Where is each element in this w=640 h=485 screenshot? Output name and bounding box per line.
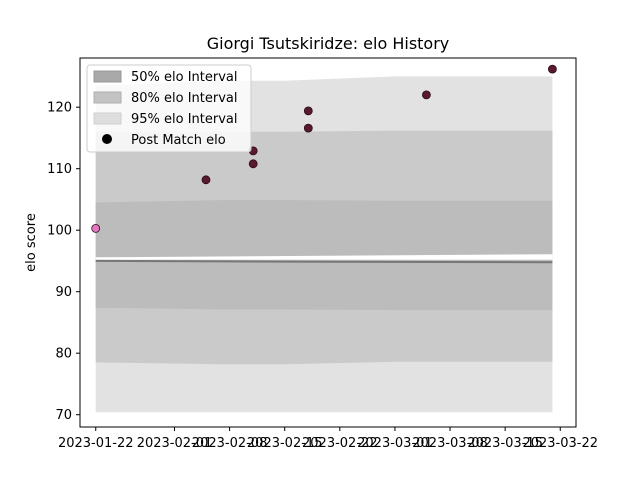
x-tick-label-8: 2023-03-15 [467, 436, 543, 451]
legend-label-50: 50% elo Interval [131, 70, 238, 85]
x-tick-label-2: 2023-02-01 [137, 436, 213, 451]
x-axis-ticks: 2023-01-22 2023-02-012023-02-082023-02-15… [58, 427, 598, 451]
legend-marker-post-match [102, 134, 112, 144]
x-tick-label-1: 2023-01-22 [58, 436, 134, 451]
y-axis-label: elo score [24, 213, 39, 272]
mean-line-group [95, 259, 553, 264]
data-points [91, 64, 557, 233]
post-match-point-6 [303, 123, 313, 133]
post-match-point-2 [201, 175, 211, 185]
x-tick-label-7: 2023-03-08 [412, 436, 488, 451]
y-axis-ticks: 70 80 90 100 110 120 [47, 101, 80, 423]
legend-swatch-80 [93, 91, 122, 104]
y-tick-label-5: 110 [47, 162, 72, 177]
chart-title: Giorgi Tsutskiridze: elo History [207, 34, 450, 53]
legend-frame [86, 64, 252, 153]
post-match-point-8 [548, 64, 557, 74]
y-tick-label-3: 90 [55, 285, 72, 300]
legend-swatch-50 [93, 70, 122, 83]
x-tick-label-5: 2023-02-22 [302, 436, 378, 451]
legend: 50% elo Interval 80% elo Interval 95% el… [86, 64, 252, 153]
y-tick-label-4: 100 [47, 224, 72, 239]
y-tick-label-6: 120 [47, 101, 72, 116]
post-match-point-1 [91, 223, 101, 233]
x-tick-label-4: 2023-02-15 [247, 436, 323, 451]
interval-bands [95, 76, 553, 413]
y-tick-label-1: 70 [55, 408, 72, 423]
legend-label-95: 95% elo Interval [131, 112, 238, 127]
legend-label-80: 80% elo Interval [131, 91, 238, 106]
post-match-point-5 [303, 106, 313, 116]
plot-frame [79, 57, 577, 428]
x-tick-label-6: 2023-03-01 [357, 436, 433, 451]
y-tick-label-2: 80 [55, 347, 72, 362]
legend-swatch-95 [93, 112, 122, 125]
legend-label-post-match: Post Match elo [131, 133, 226, 148]
post-match-point-7 [421, 90, 431, 100]
band-50-elo-interval [95, 200, 553, 311]
post-match-point-4 [248, 159, 258, 169]
mean-elo-line [95, 259, 553, 264]
x-tick-label-3: 2023-02-08 [192, 436, 268, 451]
median-gap-band [95, 254, 553, 260]
x-tick-label-9: 2023-03-22 [522, 436, 598, 451]
